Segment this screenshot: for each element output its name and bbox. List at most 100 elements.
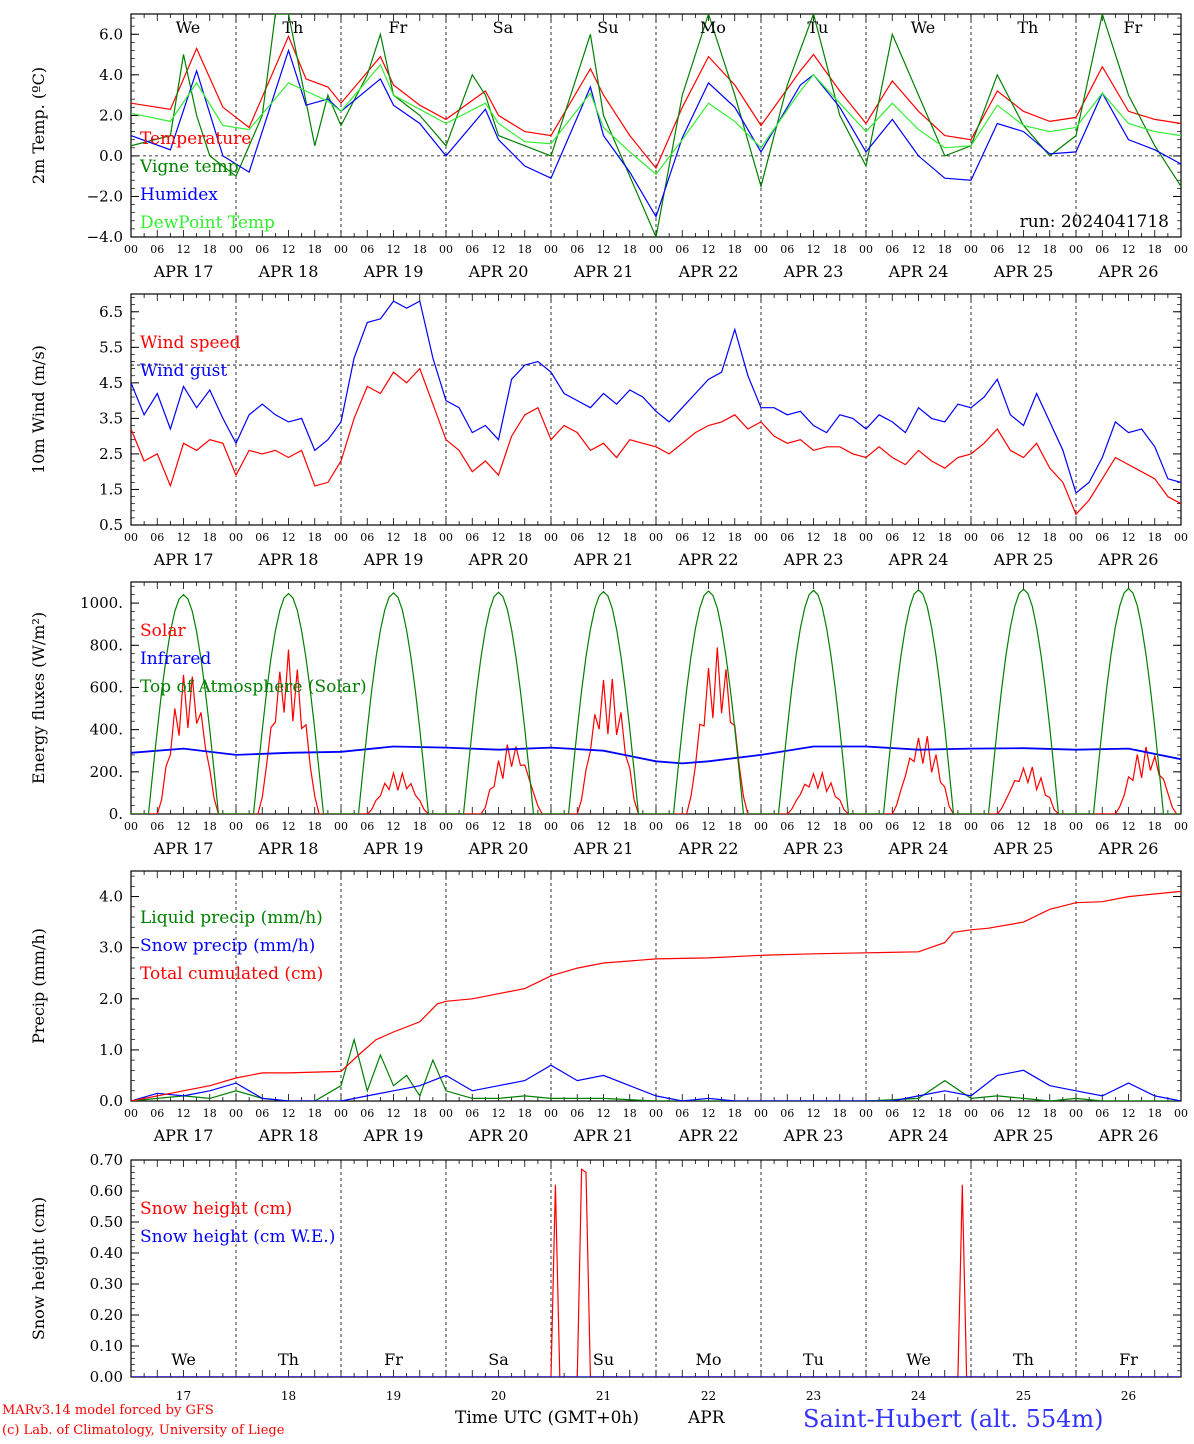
hour-label: 12 <box>597 820 611 833</box>
series-liquid-precip-mm-h <box>131 1037 1181 1101</box>
hour-label: 12 <box>912 531 926 544</box>
y-tick-label: 2.0 <box>99 106 123 124</box>
hour-label: 00 <box>754 243 768 256</box>
hour-label: 06 <box>780 820 794 833</box>
hour-label: 18 <box>1148 531 1162 544</box>
hour-label: 12 <box>492 820 506 833</box>
date-label: APR 21 <box>573 550 634 569</box>
hour-label: 00 <box>754 820 768 833</box>
day-name: Su <box>593 1350 614 1369</box>
hour-label: 06 <box>990 820 1004 833</box>
y-tick-label: 3.0 <box>99 939 123 957</box>
date-label: APR 19 <box>363 1126 424 1145</box>
hour-label: 00 <box>859 1107 873 1120</box>
hour-label: 12 <box>1017 243 1031 256</box>
hour-label: 00 <box>859 243 873 256</box>
y-axis-label: 2m Temp. (ºC) <box>29 67 48 184</box>
date-label: APR 22 <box>678 262 739 281</box>
hour-label: 18 <box>938 531 952 544</box>
hour-label: 18 <box>308 1107 322 1120</box>
date-label: APR 24 <box>888 550 949 569</box>
date-label: APR 20 <box>468 550 529 569</box>
date-label: 17 <box>176 1389 191 1403</box>
date-label: APR 20 <box>468 262 529 281</box>
y-tick-label: 1.5 <box>99 480 123 498</box>
date-label: APR 26 <box>1098 262 1159 281</box>
hour-label: 12 <box>1122 1107 1136 1120</box>
hour-label: 00 <box>439 531 453 544</box>
series-top-of-atmosphere-solar <box>131 587 1181 814</box>
hour-label: 06 <box>570 243 584 256</box>
day-name: Fr <box>384 1350 403 1369</box>
hour-label: 00 <box>124 1107 138 1120</box>
hour-label: 12 <box>912 243 926 256</box>
date-label: APR 26 <box>1098 550 1159 569</box>
day-name: Th <box>1017 18 1038 37</box>
hour-label: 06 <box>780 243 794 256</box>
y-tick-label: 1.0 <box>99 1041 123 1059</box>
y-tick-label: 6.0 <box>99 25 123 43</box>
date-label: APR 24 <box>888 839 949 858</box>
series-wind-speed <box>131 367 1181 516</box>
hour-label: 18 <box>1043 820 1057 833</box>
hour-label: 18 <box>1148 820 1162 833</box>
y-tick-label: 0.20 <box>90 1306 123 1324</box>
y-tick-label: 0.70 <box>90 1151 123 1169</box>
hour-label: 00 <box>439 820 453 833</box>
hour-label: 06 <box>570 1107 584 1120</box>
series-total-cumulated-cm <box>131 890 1181 1101</box>
y-tick-label: 0.40 <box>90 1244 123 1262</box>
hour-label: 18 <box>728 243 742 256</box>
hour-label: 06 <box>570 820 584 833</box>
y-tick-label: 0.10 <box>90 1337 123 1355</box>
hour-label: 18 <box>1148 1107 1162 1120</box>
day-name: Fr <box>1124 18 1143 37</box>
hour-label: 06 <box>675 1107 689 1120</box>
hour-label: 12 <box>492 1107 506 1120</box>
y-tick-label: 400. <box>90 721 123 739</box>
hour-label: 00 <box>754 531 768 544</box>
panel-5: 0.70 0.60 0.50 0.40 0.30 0.20 0.10 0.00 Snow hei… <box>29 1151 1182 1403</box>
hour-label: 00 <box>1174 820 1188 833</box>
y-axis-label: 10m Wind (m/s) <box>29 345 48 474</box>
date-label: APR 17 <box>153 1126 214 1145</box>
y-tick-label: 5.5 <box>99 338 123 356</box>
hour-label: 06 <box>1095 531 1109 544</box>
hour-label: 18 <box>623 820 637 833</box>
hour-label: 18 <box>413 243 427 256</box>
y-tick-label: 2.0 <box>99 990 123 1008</box>
series-humidex <box>131 48 1181 219</box>
hour-label: 18 <box>938 1107 952 1120</box>
credit-line: (c) Lab. of Climatology, University of L… <box>2 1423 285 1438</box>
hour-label: 12 <box>702 1107 716 1120</box>
hour-label: 18 <box>833 820 847 833</box>
series-group <box>131 890 1181 1101</box>
hour-label: 18 <box>203 1107 217 1120</box>
day-name: Th <box>278 1350 299 1369</box>
hour-label: 06 <box>255 820 269 833</box>
x-axis-month: APR <box>687 1408 726 1428</box>
hour-label: 06 <box>465 243 479 256</box>
hour-label: 12 <box>492 531 506 544</box>
hour-label: 00 <box>649 531 663 544</box>
series-group <box>131 587 1181 814</box>
hour-label: 06 <box>360 243 374 256</box>
hour-label: 06 <box>675 531 689 544</box>
hour-label: 00 <box>1174 1107 1188 1120</box>
date-label: APR 24 <box>888 262 949 281</box>
y-tick-label: 200. <box>90 763 123 781</box>
date-label: APR 23 <box>783 550 844 569</box>
hour-label: 12 <box>387 531 401 544</box>
series-vigne-temp <box>131 14 1181 237</box>
day-name: Tu <box>807 18 828 37</box>
hour-label: 00 <box>649 243 663 256</box>
hour-label: 18 <box>203 243 217 256</box>
date-label: APR 25 <box>993 839 1054 858</box>
hour-label: 00 <box>229 820 243 833</box>
day-name: Mo <box>700 18 726 37</box>
day-name: We <box>911 18 936 37</box>
hour-label: 00 <box>544 820 558 833</box>
hour-label: 12 <box>177 531 191 544</box>
hour-label: 12 <box>1122 820 1136 833</box>
hour-label: 18 <box>518 1107 532 1120</box>
